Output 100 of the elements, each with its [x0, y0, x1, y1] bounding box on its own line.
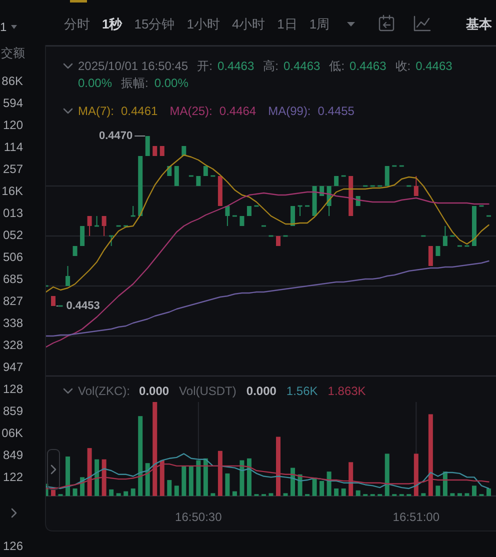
- bar: [124, 491, 128, 496]
- text: 338: [2, 316, 24, 330]
- annotation: 0.00%: [154, 76, 189, 90]
- candlestick: [225, 206, 230, 226]
- bar: [436, 486, 440, 496]
- text: 0.000: [139, 384, 170, 398]
- bar: [334, 488, 339, 496]
- candlestick: [66, 266, 70, 286]
- bar: [320, 480, 324, 496]
- annotation: 0.00%: [78, 76, 112, 90]
- text: 013: [2, 206, 24, 220]
- bar: [66, 456, 70, 496]
- bar: [290, 468, 296, 496]
- text: 1.56K: [286, 384, 318, 398]
- text: 685: [2, 272, 24, 286]
- text: 1日: [277, 16, 298, 32]
- candlestick: [145, 136, 150, 156]
- text: 2025/10/01 16:50:45: [78, 59, 188, 73]
- annotation: 高:: [263, 59, 278, 73]
- candlestick: [414, 176, 418, 196]
- bar: [457, 493, 462, 496]
- bar: [182, 466, 186, 496]
- text: 849: [2, 448, 24, 462]
- bar: [326, 472, 332, 496]
- text: 128: [2, 382, 24, 396]
- candlestick: [428, 246, 433, 266]
- bar: [464, 493, 470, 496]
- candlestick: [384, 166, 390, 186]
- bar: [450, 493, 455, 496]
- text: 506: [2, 250, 24, 264]
- bar: [240, 460, 244, 496]
- bar: [232, 491, 237, 496]
- text: 126: [2, 539, 24, 553]
- bar: [356, 490, 360, 496]
- bar: [384, 454, 390, 496]
- bar: [138, 416, 143, 496]
- candlestick: [290, 206, 296, 226]
- bar: [486, 488, 491, 496]
- text: 1小时: [186, 16, 220, 32]
- text: 1.863K: [328, 384, 366, 398]
- bar: [145, 463, 150, 496]
- bar: [225, 473, 230, 496]
- bar: [109, 489, 114, 496]
- annotation: 0.4463: [416, 59, 453, 73]
- text: MA(99):: [268, 104, 311, 118]
- bar: [341, 488, 346, 496]
- text: 基本: [465, 16, 493, 32]
- candlestick: [174, 166, 179, 186]
- bar: [167, 480, 172, 496]
- annotation: 0.4463: [217, 59, 254, 73]
- annotation: 0.4463: [284, 59, 321, 73]
- bar: [174, 486, 179, 496]
- text: 594: [2, 96, 24, 110]
- bar: [188, 466, 194, 496]
- annotation: 开:: [197, 59, 212, 73]
- candlestick: [87, 216, 92, 236]
- text: 827: [2, 294, 24, 308]
- text: 1秒: [102, 16, 124, 32]
- text: 0.000: [246, 384, 277, 398]
- bar: [196, 460, 201, 496]
- text: 859: [2, 404, 24, 418]
- text: 257: [2, 162, 24, 176]
- bar: [472, 486, 476, 496]
- text: 15分钟: [134, 16, 175, 32]
- text: 114: [4, 140, 24, 154]
- text: 4小时: [232, 16, 266, 32]
- text: 分时: [64, 16, 90, 32]
- annotation: 0.4464: [219, 104, 256, 118]
- text: 122: [2, 470, 24, 484]
- bar: [421, 493, 426, 496]
- text: 86K: [2, 74, 23, 88]
- bar: [268, 493, 274, 496]
- text: 328: [2, 338, 24, 352]
- text: MA(25):: [170, 104, 212, 118]
- annotation: 0.4453: [66, 300, 100, 312]
- bar: [312, 478, 317, 496]
- bar: [130, 488, 136, 496]
- bar: [246, 458, 252, 496]
- bar: [116, 493, 121, 496]
- text: 120: [2, 118, 24, 132]
- text: 1: [0, 20, 7, 34]
- bar: [210, 493, 216, 496]
- text: 052: [2, 228, 24, 242]
- text: 1周: [309, 16, 330, 32]
- text: 16K: [2, 184, 23, 198]
- x-tick-label: 16:51:00: [392, 510, 440, 524]
- bar: [203, 458, 208, 496]
- annotation: 收:: [395, 59, 411, 73]
- text: 交额: [1, 46, 25, 60]
- bar: [72, 488, 78, 496]
- bar: [94, 459, 100, 496]
- annotation: 0.4461: [121, 104, 158, 118]
- annotation: 0.4470: [98, 130, 133, 142]
- text: Vol(USDT): [179, 384, 236, 398]
- annotation: 振幅:: [121, 76, 148, 90]
- candlestick: [102, 216, 106, 236]
- candlestick: [80, 226, 85, 246]
- text: 06K: [2, 426, 23, 440]
- annotation: 0.4463: [350, 59, 387, 73]
- text: 947: [2, 360, 24, 374]
